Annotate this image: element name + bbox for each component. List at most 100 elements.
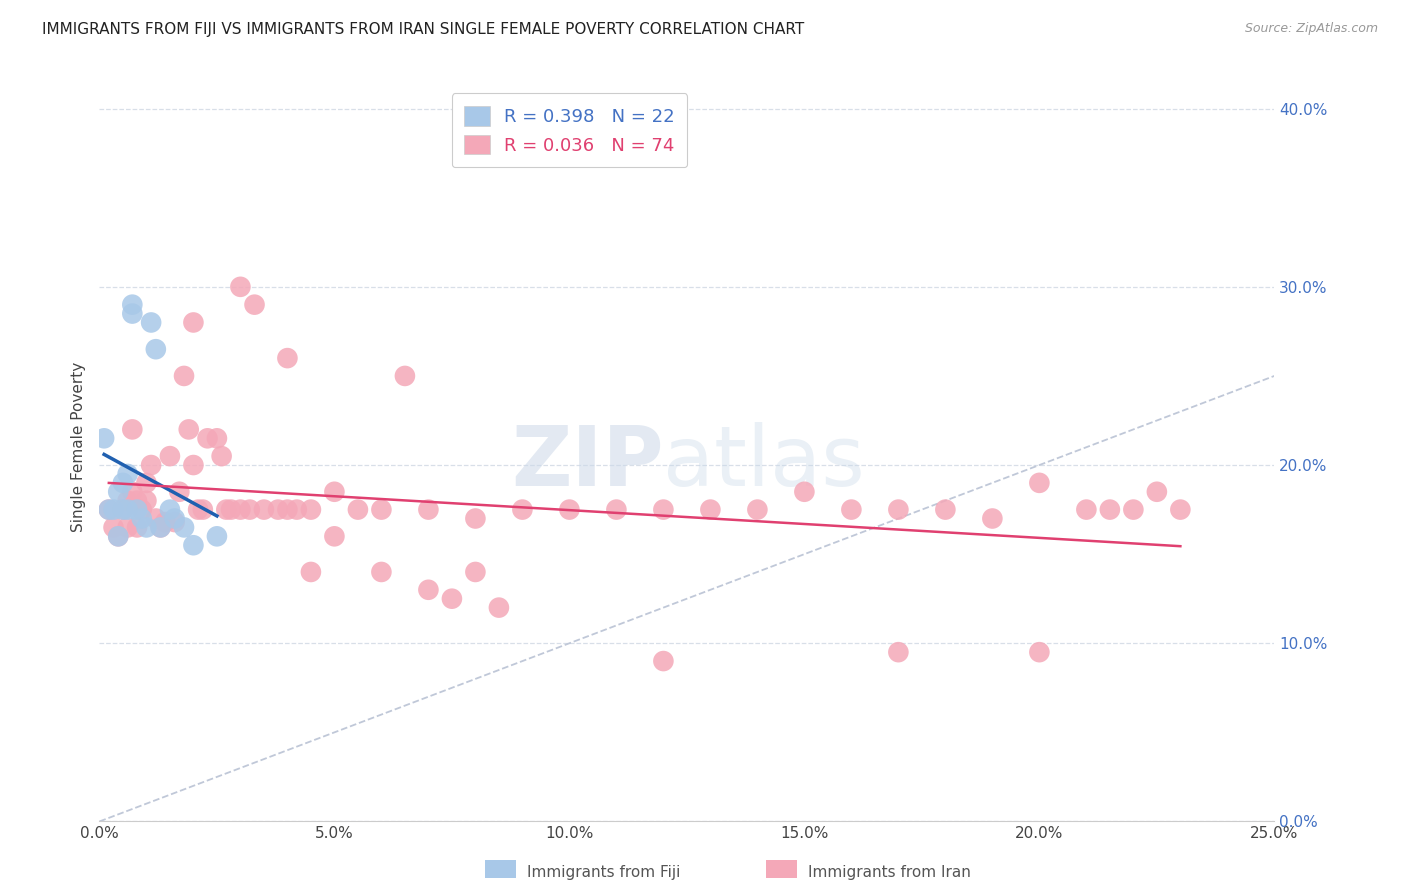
Point xyxy=(418,582,440,597)
Point xyxy=(145,511,167,525)
Text: Immigrants from Fiji: Immigrants from Fiji xyxy=(527,865,681,880)
Point xyxy=(159,449,181,463)
Point xyxy=(1028,645,1050,659)
Point xyxy=(205,431,228,445)
Point xyxy=(121,298,143,312)
Point xyxy=(131,511,153,525)
Point xyxy=(652,654,675,668)
Text: IMMIGRANTS FROM FIJI VS IMMIGRANTS FROM IRAN SINGLE FEMALE POVERTY CORRELATION C: IMMIGRANTS FROM FIJI VS IMMIGRANTS FROM … xyxy=(42,22,804,37)
Point xyxy=(117,467,139,481)
Point xyxy=(103,520,125,534)
Point xyxy=(125,502,148,516)
Point xyxy=(285,502,308,516)
Legend: R = 0.398   N = 22, R = 0.036   N = 74: R = 0.398 N = 22, R = 0.036 N = 74 xyxy=(451,94,688,168)
Point xyxy=(934,502,956,516)
Point xyxy=(299,502,322,516)
Point xyxy=(187,502,209,516)
Point xyxy=(149,520,172,534)
Point xyxy=(370,565,392,579)
Point xyxy=(183,538,205,552)
Point xyxy=(652,502,675,516)
Point xyxy=(197,431,219,445)
Point xyxy=(103,502,125,516)
Point xyxy=(111,502,134,516)
Point xyxy=(299,565,322,579)
Point xyxy=(205,529,228,543)
Point xyxy=(135,493,157,508)
Point xyxy=(418,502,440,516)
Point xyxy=(887,645,910,659)
Point xyxy=(125,520,148,534)
Point xyxy=(183,458,205,472)
Point xyxy=(121,307,143,321)
Text: Immigrants from Iran: Immigrants from Iran xyxy=(808,865,972,880)
Point xyxy=(323,529,346,543)
Point xyxy=(488,600,510,615)
Point xyxy=(177,422,200,436)
Point xyxy=(747,502,769,516)
Point xyxy=(131,502,153,516)
Point xyxy=(191,502,214,516)
Point xyxy=(97,502,120,516)
Point xyxy=(239,502,262,516)
Point xyxy=(125,493,148,508)
Point xyxy=(370,502,392,516)
Point xyxy=(558,502,581,516)
Point xyxy=(117,502,139,516)
Point xyxy=(267,502,290,516)
Point xyxy=(215,502,238,516)
Point xyxy=(699,502,721,516)
Point xyxy=(1146,484,1168,499)
Point xyxy=(229,280,252,294)
Point xyxy=(1098,502,1121,516)
Point xyxy=(139,458,162,472)
Point xyxy=(347,502,370,516)
Y-axis label: Single Female Poverty: Single Female Poverty xyxy=(72,362,86,533)
Point xyxy=(981,511,1004,525)
Point xyxy=(183,316,205,330)
Point xyxy=(464,565,486,579)
Point xyxy=(97,502,120,516)
Point xyxy=(169,484,191,499)
Point xyxy=(394,368,416,383)
Point xyxy=(107,529,129,543)
Point xyxy=(793,484,815,499)
Point xyxy=(173,520,195,534)
Point xyxy=(163,515,186,529)
Text: ZIP: ZIP xyxy=(510,422,664,503)
Point xyxy=(440,591,463,606)
Point xyxy=(121,484,143,499)
Point xyxy=(276,502,298,516)
Point xyxy=(93,431,115,445)
Point xyxy=(173,368,195,383)
Point xyxy=(145,342,167,356)
Point xyxy=(135,475,157,490)
Point xyxy=(253,502,276,516)
Point xyxy=(605,502,627,516)
Point xyxy=(512,502,534,516)
Point xyxy=(887,502,910,516)
Point xyxy=(1170,502,1192,516)
Point xyxy=(841,502,863,516)
Point xyxy=(163,511,186,525)
Point xyxy=(139,316,162,330)
Point xyxy=(107,529,129,543)
Point xyxy=(1076,502,1098,516)
Point xyxy=(323,484,346,499)
Point xyxy=(117,520,139,534)
Text: atlas: atlas xyxy=(664,422,865,503)
Point xyxy=(243,298,266,312)
Point xyxy=(159,502,181,516)
Text: Source: ZipAtlas.com: Source: ZipAtlas.com xyxy=(1244,22,1378,36)
Point xyxy=(117,493,139,508)
Point xyxy=(276,351,298,365)
Point xyxy=(135,520,157,534)
Point xyxy=(107,484,129,499)
Point xyxy=(149,520,172,534)
Point xyxy=(219,502,242,516)
Point xyxy=(121,422,143,436)
Point xyxy=(1028,475,1050,490)
Point xyxy=(155,515,177,529)
Point xyxy=(464,511,486,525)
Point xyxy=(111,502,134,516)
